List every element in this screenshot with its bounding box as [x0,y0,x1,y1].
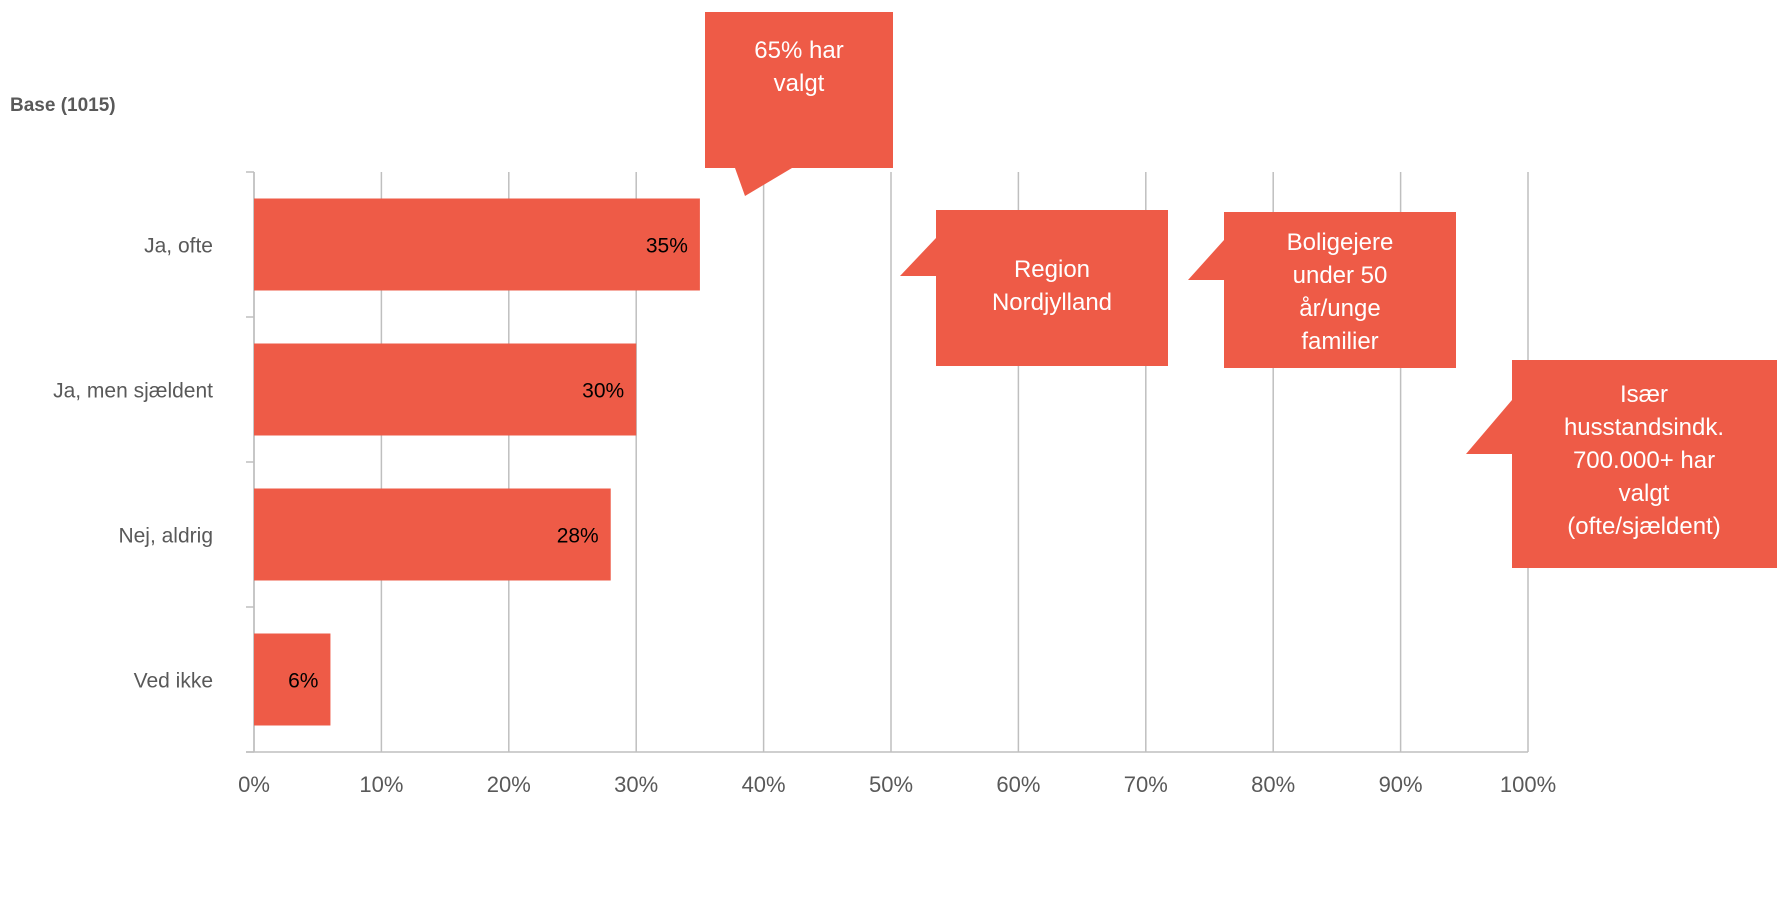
callout-text: Boligejere [1287,229,1394,256]
callout-text: (ofte/sjældent) [1567,513,1720,540]
x-tick-label: 40% [742,772,786,797]
callout-pointer [1188,240,1224,280]
callout-box [1224,212,1456,368]
callout-pointer [735,168,792,196]
bar-value-label: 35% [646,235,688,258]
callout-text: 65% har [754,37,843,64]
base-label: Base (1015) [10,95,116,116]
x-tick-label: 30% [614,772,658,797]
callout-text: Nordjylland [992,289,1112,316]
callout-text: under 50 [1293,262,1388,289]
callout-text: familier [1301,328,1378,355]
category-label: Ja, ofte [144,235,213,258]
callout-region-nordjylland: Region Nordjylland [900,210,1168,366]
x-tick-label: 100% [1500,772,1556,797]
x-tick-label: 10% [359,772,403,797]
bar-layer: 35% 30% 28% 6% [254,198,700,726]
callout-box [705,12,893,168]
x-tick-label: 80% [1251,772,1295,797]
x-tick-label: 0% [238,772,270,797]
callout-pointer [1466,400,1512,454]
x-tick-label: 70% [1124,772,1168,797]
callout-boligejere: Boligejere under 50 år/unge familier [1188,212,1456,368]
axis-layer: 0% 10% 20% 30% 40% 50% 60% 70% 80% 90% 100% Ja, oft… [53,171,1556,797]
callout-text: valgt [1619,480,1670,507]
bar [254,198,700,291]
bar [254,633,331,726]
bar [254,343,637,436]
callout-text: Region [1014,256,1090,283]
category-label: Ja, men sjældent [53,380,213,403]
category-label: Ved ikke [134,670,213,693]
x-tick-label: 90% [1379,772,1423,797]
callout-text: 700.000+ har [1573,447,1715,474]
bar-value-label: 28% [557,525,599,548]
bar [254,488,611,581]
callout-text: husstandsindk. [1564,414,1724,441]
callout-text: år/unge [1299,295,1380,322]
callout-layer: 65% har valgt Region Nordjylland Boligejere u… [705,12,1777,568]
x-tick-label: 50% [869,772,913,797]
x-tick-label: 60% [996,772,1040,797]
callout-text: Især [1620,381,1668,408]
callout-husstandsindk: Især husstandsindk. 700.000+ har valgt (ofte… [1466,360,1777,568]
x-tick-label: 20% [487,772,531,797]
bar-value-label: 30% [582,380,624,403]
bar-value-label: 6% [288,670,318,693]
category-label: Nej, aldrig [118,525,213,548]
callout-text: valgt [774,70,825,97]
callout-65-percent: 65% har valgt [705,12,893,196]
callout-box [1512,360,1777,568]
callout-box [936,210,1168,366]
callout-pointer [900,238,936,276]
